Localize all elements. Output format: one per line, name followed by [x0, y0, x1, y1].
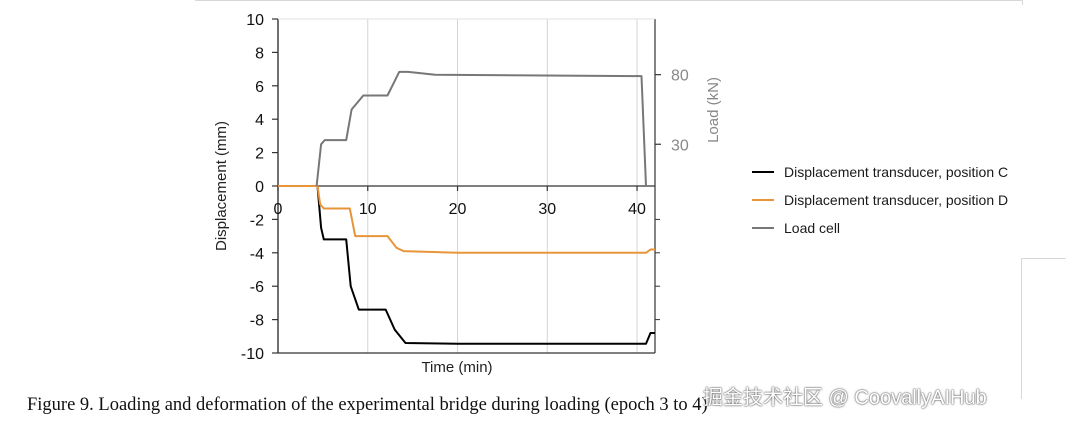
y-axis-label: Displacement (mm)	[213, 121, 230, 251]
y-tick-label: -2	[250, 212, 264, 229]
series-line	[315, 70, 647, 187]
y-tick-label: 4	[255, 112, 264, 129]
y-tick-label: -8	[250, 313, 264, 330]
x-tick-label: 20	[449, 201, 467, 218]
y2-tick-label: 30	[671, 137, 689, 154]
y-tick-label: -6	[250, 279, 264, 296]
figure-frame-right	[1021, 258, 1066, 399]
y2-axis-label: Load (kN)	[705, 77, 722, 143]
figure-frame-top	[195, 0, 1023, 5]
series-line	[278, 185, 655, 345]
x-axis-label: Time (min)	[421, 359, 492, 376]
figure-caption: Figure 9. Loading and deformation of the…	[27, 395, 708, 415]
y-tick-label: -10	[241, 346, 264, 363]
legend-item: Load cell	[752, 214, 1008, 242]
series-line	[278, 185, 655, 254]
legend-label: Load cell	[784, 220, 841, 236]
y2-tick-label: 80	[671, 68, 689, 85]
x-tick-label: 40	[628, 201, 646, 218]
legend-label: Displacement transducer, position C	[784, 164, 1009, 180]
y-tick-label: 8	[255, 45, 264, 62]
x-tick-label: 10	[359, 201, 377, 218]
legend-item: Displacement transducer, position D	[752, 186, 1008, 214]
legend: Displacement transducer, position C Disp…	[752, 158, 1008, 242]
legend-swatch	[752, 227, 774, 229]
legend-swatch	[752, 199, 774, 201]
legend-item: Displacement transducer, position C	[752, 158, 1008, 186]
y-tick-label: 10	[246, 12, 264, 29]
y-tick-label: 0	[255, 179, 264, 196]
legend-label: Displacement transducer, position D	[784, 192, 1009, 208]
y-tick-label: 6	[255, 79, 264, 96]
y-tick-label: -4	[250, 246, 264, 263]
x-tick-label: 30	[538, 201, 556, 218]
legend-swatch	[752, 171, 774, 173]
x-tick-label: 0	[274, 201, 283, 218]
watermark: 掘金技术社区 @ CoovallyAIHub	[703, 387, 987, 409]
y-tick-label: 2	[255, 146, 264, 163]
